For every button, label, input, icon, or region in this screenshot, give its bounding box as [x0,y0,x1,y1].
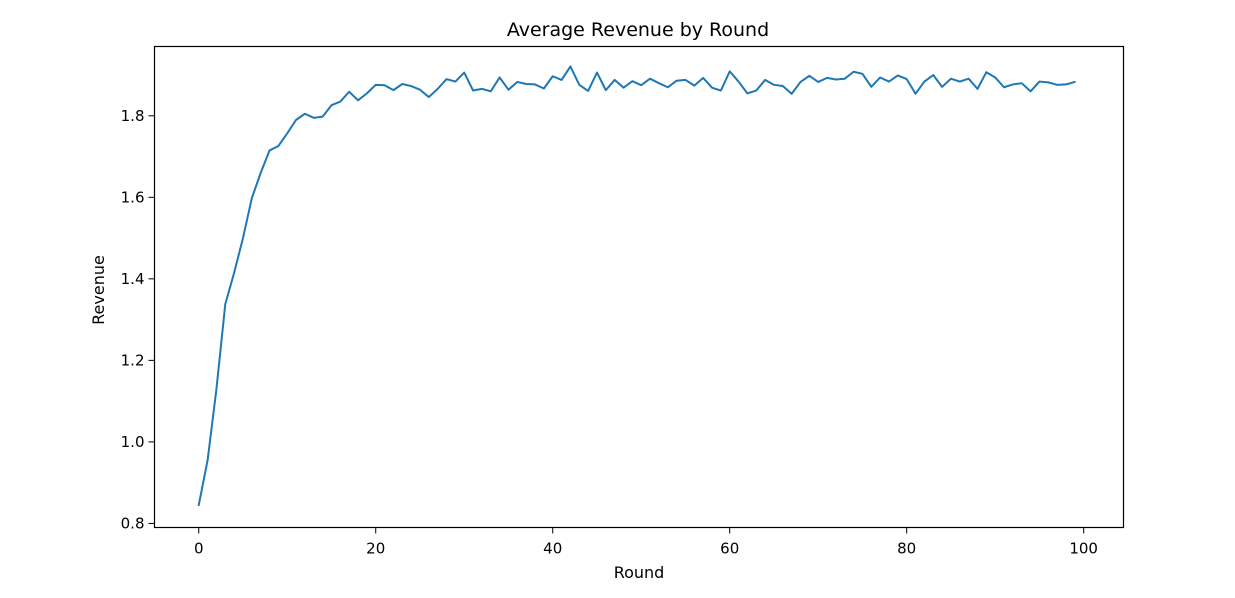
y-tick-label: 1.8 [121,107,145,125]
y-tick-label: 1.6 [121,188,145,206]
y-tick-label: 0.8 [121,514,145,532]
x-tick-label: 20 [366,540,385,558]
x-tick-label: 100 [1069,540,1098,558]
y-axis-label: Revenue [89,255,108,325]
x-axis-label: Round [614,563,665,582]
x-tick-label: 0 [194,540,204,558]
x-axis: 0 20 40 60 80 100 [194,527,1098,558]
y-tick-label: 1.0 [121,433,145,451]
plot-area [197,65,1076,507]
y-tick-label: 1.4 [121,270,145,288]
x-tick-label: 80 [897,540,916,558]
y-axis: 0.8 1.0 1.2 1.4 1.6 1.8 [121,107,155,532]
y-tick-label: 1.2 [121,351,145,369]
x-tick-label: 60 [720,540,739,558]
chart-title: Average Revenue by Round [507,19,769,41]
revenue-series-line [197,65,1076,507]
x-tick-label: 40 [543,540,562,558]
axes-frame [153,45,1125,529]
